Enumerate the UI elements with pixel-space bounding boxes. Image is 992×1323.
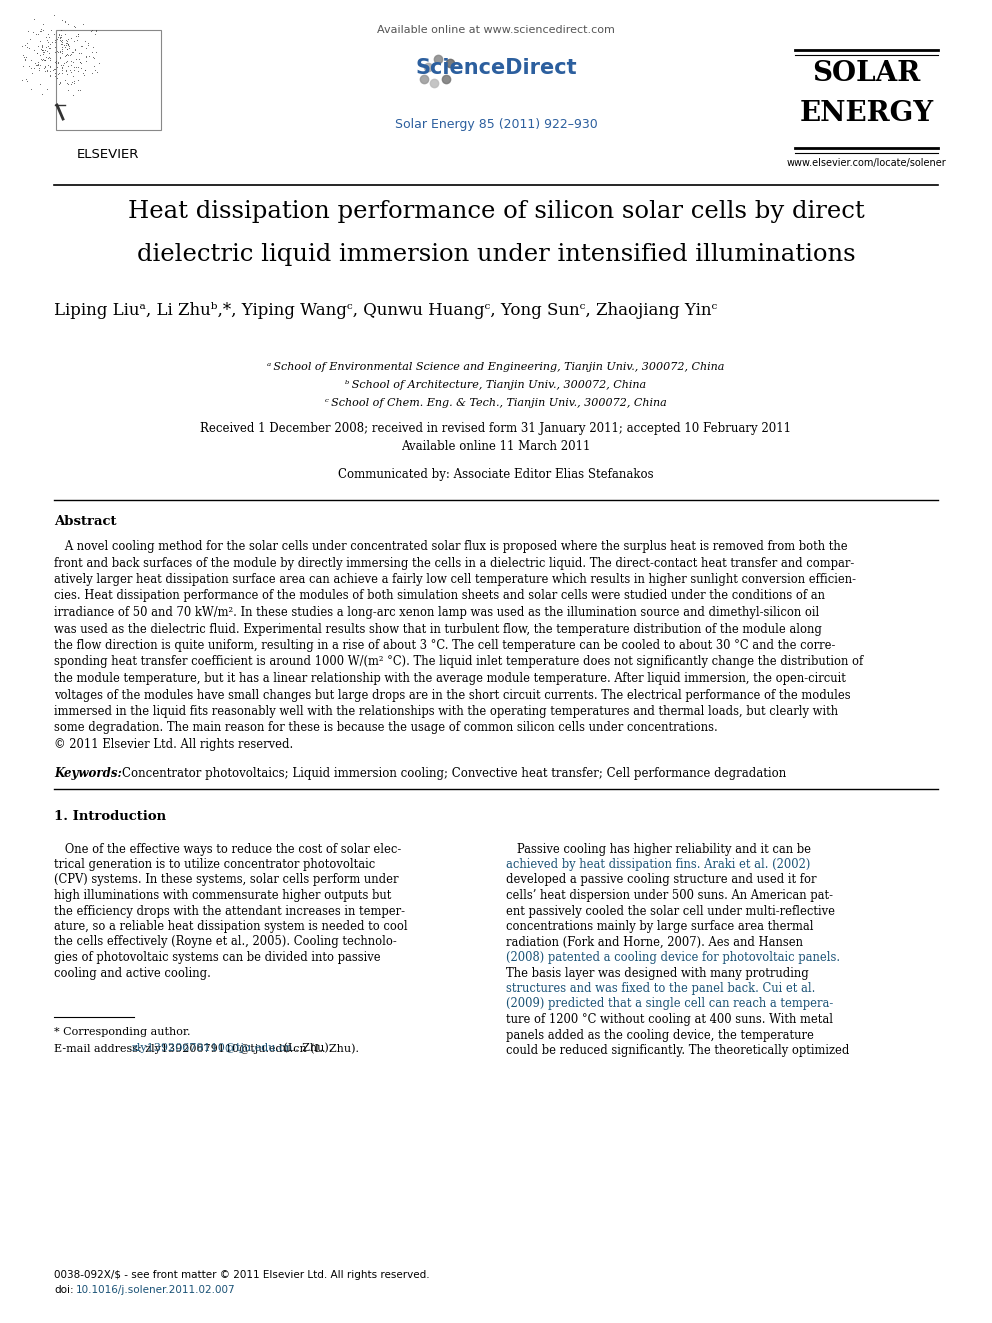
Text: Received 1 December 2008; received in revised form 31 January 2011; accepted 10 : Received 1 December 2008; received in re… (200, 422, 792, 435)
Text: Solar Energy 85 (2011) 922–930: Solar Energy 85 (2011) 922–930 (395, 118, 597, 131)
Text: 1. Introduction: 1. Introduction (54, 811, 166, 823)
Text: cooling and active cooling.: cooling and active cooling. (54, 967, 211, 979)
Text: (2009) predicted that a single cell can reach a tempera-: (2009) predicted that a single cell can … (506, 998, 833, 1011)
Text: Available online at www.sciencedirect.com: Available online at www.sciencedirect.co… (377, 25, 615, 34)
Text: ELSEVIER: ELSEVIER (76, 148, 139, 161)
Text: the cells effectively (Royne et al., 2005). Cooling technolo-: the cells effectively (Royne et al., 200… (54, 935, 397, 949)
Text: sponding heat transfer coefficient is around 1000 W/(m² °C). The liquid inlet te: sponding heat transfer coefficient is ar… (54, 655, 863, 668)
Text: panels added as the cooling device, the temperature: panels added as the cooling device, the … (506, 1028, 813, 1041)
Text: A novel cooling method for the solar cells under concentrated solar flux is prop: A novel cooling method for the solar cel… (54, 540, 847, 553)
Text: trical generation is to utilize concentrator photovoltaic: trical generation is to utilize concentr… (54, 859, 375, 871)
Text: (CPV) systems. In these systems, solar cells perform under: (CPV) systems. In these systems, solar c… (54, 873, 399, 886)
Text: Keywords:: Keywords: (54, 766, 122, 779)
Text: irradiance of 50 and 70 kW/m². In these studies a long-arc xenon lamp was used a: irradiance of 50 and 70 kW/m². In these … (54, 606, 819, 619)
Text: achieved by heat dissipation fins. Araki et al. (2002): achieved by heat dissipation fins. Araki… (506, 859, 810, 871)
Text: cells’ heat dispersion under 500 suns. An American pat-: cells’ heat dispersion under 500 suns. A… (506, 889, 833, 902)
Text: ScienceDirect: ScienceDirect (416, 58, 576, 78)
Text: 0038-092X/$ - see front matter © 2011 Elsevier Ltd. All rights reserved.: 0038-092X/$ - see front matter © 2011 El… (54, 1270, 430, 1279)
Text: was used as the dielectric fluid. Experimental results show that in turbulent fl: was used as the dielectric fluid. Experi… (54, 623, 822, 635)
Text: radiation (Fork and Horne, 2007). Aes and Hansen: radiation (Fork and Horne, 2007). Aes an… (506, 935, 803, 949)
Text: atively larger heat dissipation surface area can achieve a fairly low cell tempe: atively larger heat dissipation surface … (54, 573, 856, 586)
Text: ENERGY: ENERGY (800, 101, 933, 127)
Text: (2008) patented a cooling device for photovoltaic panels.: (2008) patented a cooling device for pho… (506, 951, 840, 964)
Text: 10.1016/j.solener.2011.02.007: 10.1016/j.solener.2011.02.007 (76, 1285, 236, 1295)
Text: ᵇ School of Architecture, Tianjin Univ., 300072, China: ᵇ School of Architecture, Tianjin Univ.,… (345, 380, 647, 390)
Text: structures and was fixed to the panel back. Cui et al.: structures and was fixed to the panel ba… (506, 982, 815, 995)
Text: some degradation. The main reason for these is because the usage of common silic: some degradation. The main reason for th… (54, 721, 718, 734)
Text: www.elsevier.com/locate/solener: www.elsevier.com/locate/solener (787, 157, 946, 168)
Text: the flow direction is quite uniform, resulting in a rise of about 3 °C. The cell: the flow direction is quite uniform, res… (54, 639, 835, 652)
Text: cies. Heat dissipation performance of the modules of both simulation sheets and : cies. Heat dissipation performance of th… (54, 590, 825, 602)
Text: ture of 1200 °C without cooling at 400 suns. With metal: ture of 1200 °C without cooling at 400 s… (506, 1013, 833, 1027)
Text: immersed in the liquid fits reasonably well with the relationships with the oper: immersed in the liquid fits reasonably w… (54, 705, 838, 718)
Text: ᶜ School of Chem. Eng. & Tech., Tianjin Univ., 300072, China: ᶜ School of Chem. Eng. & Tech., Tianjin … (325, 398, 667, 407)
Text: the efficiency drops with the attendant increases in temper-: the efficiency drops with the attendant … (54, 905, 405, 917)
Text: Abstract: Abstract (54, 515, 116, 528)
Text: Liping Liuᵃ, Li Zhuᵇ,*, Yiping Wangᶜ, Qunwu Huangᶜ, Yong Sunᶜ, Zhaojiang Yinᶜ: Liping Liuᵃ, Li Zhuᵇ,*, Yiping Wangᶜ, Qu… (54, 302, 717, 319)
Text: Concentrator photovoltaics; Liquid immersion cooling; Convective heat transfer; : Concentrator photovoltaics; Liquid immer… (122, 766, 787, 779)
Text: high illuminations with commensurate higher outputs but: high illuminations with commensurate hig… (54, 889, 392, 902)
Text: zly13920679110@tju.edu.cn: zly13920679110@tju.edu.cn (132, 1043, 294, 1053)
Text: The basis layer was designed with many protruding: The basis layer was designed with many p… (506, 967, 808, 979)
Text: voltages of the modules have small changes but large drops are in the short circ: voltages of the modules have small chang… (54, 688, 850, 701)
Text: could be reduced significantly. The theoretically optimized: could be reduced significantly. The theo… (506, 1044, 849, 1057)
Text: (L. Zhu).: (L. Zhu). (280, 1043, 332, 1053)
Text: One of the effective ways to reduce the cost of solar elec-: One of the effective ways to reduce the … (54, 843, 401, 856)
Text: Communicated by: Associate Editor Elias Stefanakos: Communicated by: Associate Editor Elias … (338, 468, 654, 482)
Text: Heat dissipation performance of silicon solar cells by direct: Heat dissipation performance of silicon … (128, 200, 864, 224)
Text: SOLAR: SOLAR (812, 60, 921, 87)
Text: Available online 11 March 2011: Available online 11 March 2011 (402, 441, 590, 452)
Text: ᵃ School of Environmental Science and Engineering, Tianjin Univ., 300072, China: ᵃ School of Environmental Science and En… (267, 363, 725, 372)
Text: * Corresponding author.: * Corresponding author. (54, 1027, 190, 1037)
Text: E-mail address: zly13920679110@tju.edu.cn (L. Zhu).: E-mail address: zly13920679110@tju.edu.c… (54, 1043, 359, 1053)
Text: ature, so a reliable heat dissipation system is needed to cool: ature, so a reliable heat dissipation sy… (54, 919, 408, 933)
Bar (56, 30, 161, 130)
Text: dielectric liquid immersion under intensified illuminations: dielectric liquid immersion under intens… (137, 243, 855, 266)
Text: Passive cooling has higher reliability and it can be: Passive cooling has higher reliability a… (506, 843, 811, 856)
Text: front and back surfaces of the module by directly immersing the cells in a diele: front and back surfaces of the module by… (54, 557, 854, 569)
Text: gies of photovoltaic systems can be divided into passive: gies of photovoltaic systems can be divi… (54, 951, 381, 964)
Text: © 2011 Elsevier Ltd. All rights reserved.: © 2011 Elsevier Ltd. All rights reserved… (54, 738, 294, 751)
Text: the module temperature, but it has a linear relationship with the average module: the module temperature, but it has a lin… (54, 672, 846, 685)
Text: ent passively cooled the solar cell under multi-reflective: ent passively cooled the solar cell unde… (506, 905, 835, 917)
Text: developed a passive cooling structure and used it for: developed a passive cooling structure an… (506, 873, 816, 886)
Text: concentrations mainly by large surface area thermal: concentrations mainly by large surface a… (506, 919, 813, 933)
Text: doi:: doi: (54, 1285, 73, 1295)
